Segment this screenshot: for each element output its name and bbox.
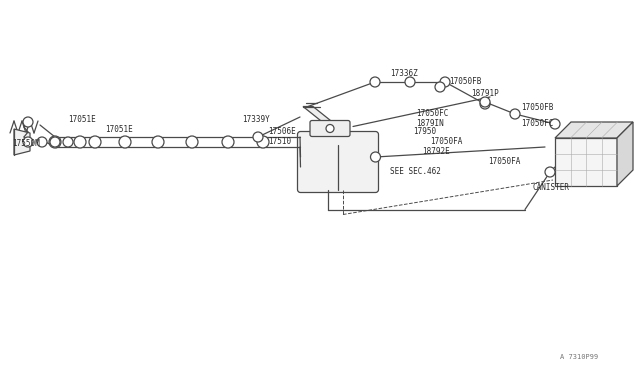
Text: 17050FC: 17050FC [521,119,554,128]
Circle shape [23,117,33,127]
Text: 17550M: 17550M [12,140,40,148]
Circle shape [371,152,381,162]
Polygon shape [555,122,633,138]
Circle shape [257,136,269,148]
FancyBboxPatch shape [310,121,350,137]
Circle shape [440,77,450,87]
Text: 17506E: 17506E [268,126,296,135]
Text: 17339Y: 17339Y [242,115,269,125]
Circle shape [23,137,33,147]
Circle shape [37,137,47,147]
Text: A 7310P99: A 7310P99 [560,354,598,360]
Circle shape [326,125,334,132]
Circle shape [550,119,560,129]
Circle shape [186,136,198,148]
Circle shape [74,136,86,148]
Circle shape [370,77,380,87]
Circle shape [435,82,445,92]
Text: 17050FB: 17050FB [449,77,481,86]
Text: 17950: 17950 [413,128,436,137]
Circle shape [119,136,131,148]
Text: 17510: 17510 [268,138,291,147]
Circle shape [480,99,490,109]
Text: 17336Z: 17336Z [390,70,418,78]
Text: 17050FA: 17050FA [430,137,462,145]
Circle shape [49,136,61,148]
Text: CANISTER: CANISTER [532,183,570,192]
Circle shape [63,137,73,147]
Circle shape [222,136,234,148]
Text: 1879IN: 1879IN [416,119,444,128]
Circle shape [480,97,490,107]
Circle shape [89,136,101,148]
Circle shape [545,167,555,177]
Circle shape [253,132,263,142]
Polygon shape [617,122,633,186]
FancyBboxPatch shape [298,131,378,192]
Text: 17050FB: 17050FB [521,103,554,112]
Circle shape [510,109,520,119]
Circle shape [50,137,60,147]
Text: 17051E: 17051E [105,125,132,134]
Polygon shape [14,129,30,155]
Circle shape [152,136,164,148]
Polygon shape [303,106,333,122]
Text: 18791P: 18791P [471,90,499,99]
Text: 17050FC: 17050FC [416,109,449,119]
Text: SEE SEC.462: SEE SEC.462 [390,167,441,176]
Text: 18792E: 18792E [422,148,450,157]
Polygon shape [555,138,617,186]
Text: 17051E: 17051E [68,115,96,125]
Circle shape [405,77,415,87]
Text: 17050FA: 17050FA [488,157,520,167]
